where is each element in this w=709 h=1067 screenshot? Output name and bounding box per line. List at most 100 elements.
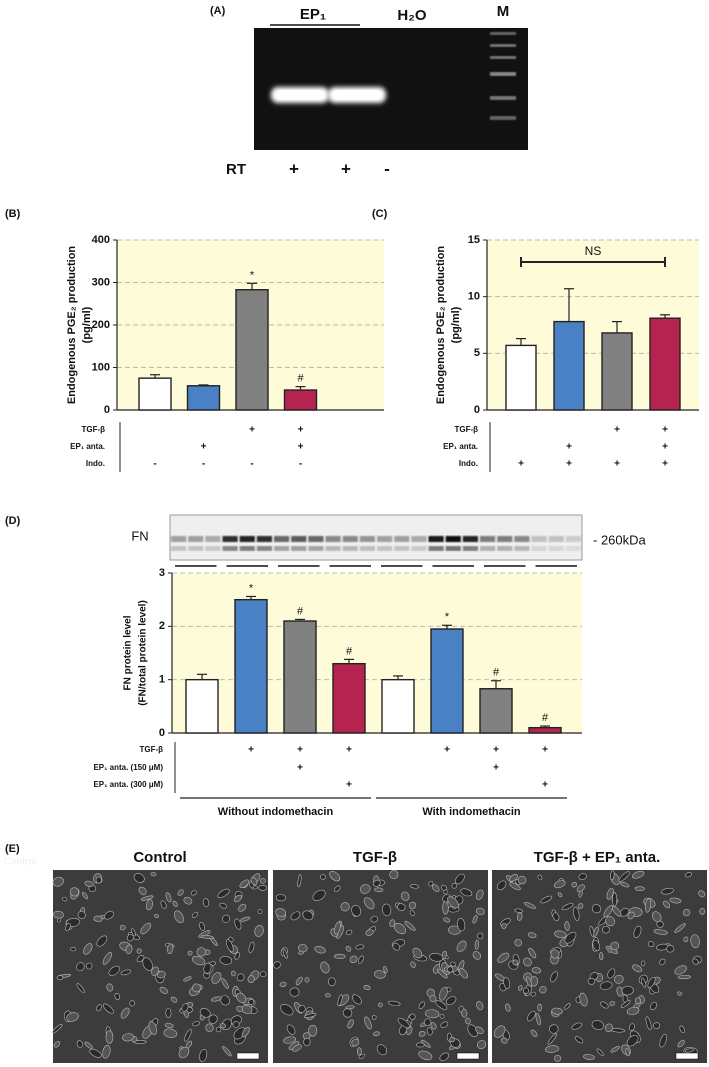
annotation: * — [249, 582, 254, 594]
cell — [53, 910, 64, 919]
cell — [439, 986, 448, 1001]
cell — [217, 888, 230, 898]
cell — [621, 985, 634, 996]
cell — [148, 1021, 157, 1035]
blot-band — [188, 536, 204, 542]
cell — [439, 1052, 450, 1062]
blot-size: - 260kDa — [593, 532, 647, 547]
cell — [577, 903, 584, 909]
cell — [181, 1003, 189, 1012]
bar — [332, 662, 366, 734]
cell — [66, 1012, 79, 1022]
cell — [356, 1047, 362, 1056]
cell — [457, 917, 466, 932]
cell — [607, 947, 612, 953]
micrograph — [52, 870, 268, 1063]
cell — [314, 946, 326, 954]
cell — [234, 894, 242, 903]
cell — [191, 955, 206, 966]
cell — [329, 871, 341, 882]
blot-band — [480, 536, 496, 542]
cell — [196, 947, 207, 957]
condition-mark: + — [542, 745, 548, 756]
blot-band — [497, 546, 513, 551]
cell — [493, 1025, 506, 1038]
condition-mark: + — [248, 745, 254, 756]
cell — [156, 970, 166, 979]
cell — [69, 887, 80, 897]
cell — [692, 958, 699, 965]
cell — [334, 885, 341, 892]
cell — [177, 889, 184, 896]
cell — [164, 1022, 174, 1029]
cell — [298, 950, 304, 955]
cell — [282, 948, 288, 959]
cell — [140, 922, 152, 935]
cell — [76, 962, 85, 972]
blot-band — [428, 546, 444, 551]
cell — [661, 887, 674, 895]
condition-mark: + — [493, 763, 499, 774]
cell — [682, 909, 691, 917]
cell — [192, 983, 201, 993]
blot-bg — [169, 514, 583, 561]
cell — [644, 898, 652, 913]
bar — [185, 678, 219, 734]
cell — [114, 992, 120, 1000]
bar — [283, 389, 318, 411]
condition-mark: + — [346, 780, 352, 791]
cell — [351, 1038, 360, 1047]
blot-band — [256, 536, 272, 542]
blot-band — [548, 546, 564, 551]
cell — [374, 887, 384, 893]
cell — [65, 922, 71, 932]
cell — [387, 1000, 401, 1007]
cell — [199, 1049, 208, 1062]
gel-bands — [271, 32, 516, 120]
cell — [363, 897, 375, 910]
cell — [674, 923, 686, 933]
blot-band — [205, 546, 221, 551]
cell — [232, 1021, 240, 1028]
condition-mark: - — [153, 459, 156, 470]
cell — [178, 1046, 190, 1059]
y-tick-label: 0 — [104, 404, 110, 416]
y-axis-title: Endogenous PGE₂ production — [66, 246, 78, 405]
condition-mark: + — [662, 425, 668, 436]
cell — [312, 889, 326, 901]
blot-band — [291, 546, 307, 551]
condition-label: Indo. — [86, 459, 105, 468]
cell — [275, 894, 286, 902]
cell — [93, 915, 103, 922]
cell — [501, 923, 507, 929]
condition-mark: + — [201, 442, 207, 453]
cell — [102, 951, 112, 965]
bar — [381, 678, 415, 734]
cell — [602, 925, 610, 934]
cell — [545, 1045, 560, 1053]
cell — [219, 902, 227, 909]
cell — [443, 889, 448, 895]
cell — [126, 934, 134, 942]
cell — [119, 924, 126, 931]
y-tick-label: 300 — [92, 276, 110, 288]
cell — [421, 1039, 431, 1048]
cell — [279, 981, 287, 987]
blot-band — [531, 546, 547, 551]
cell — [620, 1000, 631, 1008]
y-axis-title: (pg/ml) — [450, 306, 462, 343]
cell — [443, 917, 451, 923]
cell — [587, 977, 596, 985]
cell — [579, 992, 588, 1007]
condition-mark: + — [566, 442, 572, 453]
cell — [120, 1007, 130, 1019]
cell — [557, 892, 563, 898]
cell — [591, 1020, 605, 1030]
cell — [539, 986, 547, 994]
annotation: * — [445, 611, 450, 623]
micrograph — [273, 870, 488, 1063]
cell — [191, 911, 199, 918]
cell — [441, 950, 447, 960]
cell — [187, 950, 193, 956]
cell — [234, 952, 241, 960]
